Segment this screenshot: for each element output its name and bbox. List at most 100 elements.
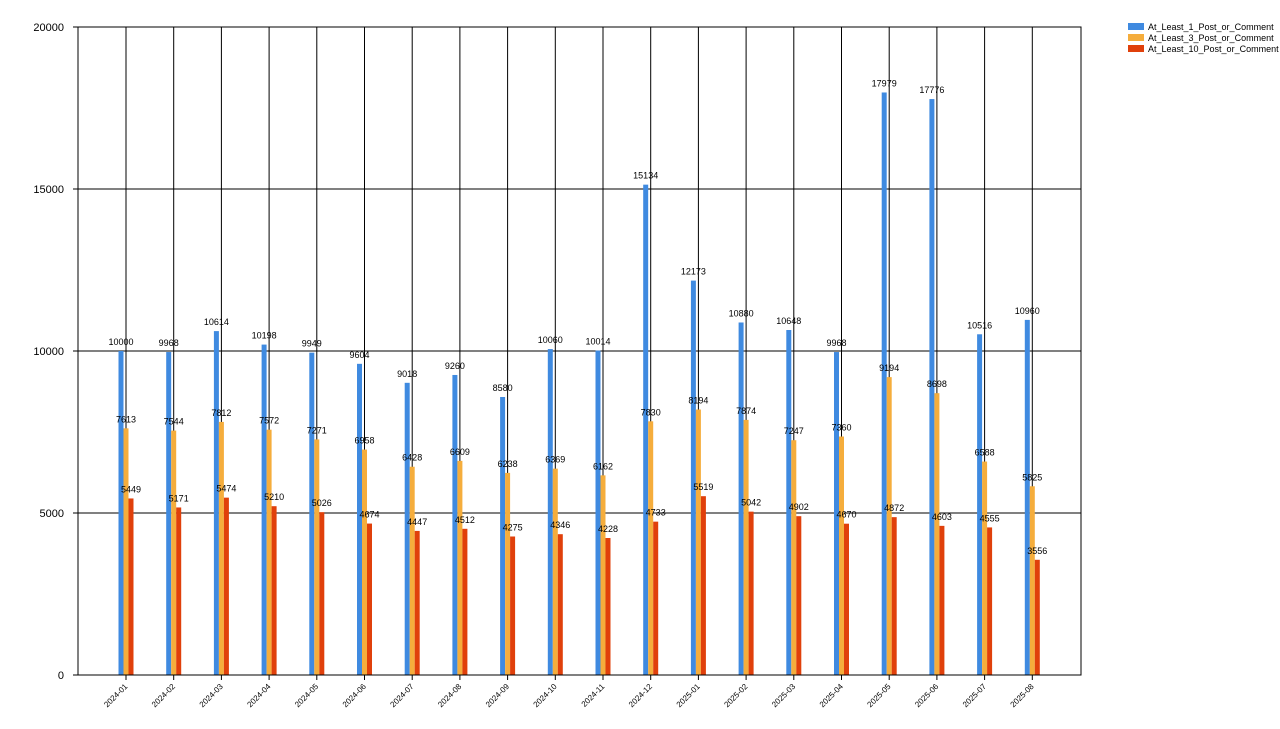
x-tick-label: 2025-06 — [913, 682, 941, 710]
x-tick-label: 2024-08 — [436, 682, 464, 710]
data-label: 17776 — [919, 85, 944, 95]
x-tick-label: 2025-05 — [865, 682, 893, 710]
data-label: 4674 — [359, 510, 379, 520]
bar-0-11 — [643, 184, 649, 676]
legend-label: At_Least_3_Post_or_Comment — [1148, 33, 1274, 43]
data-label: 7874 — [736, 406, 756, 416]
bar-0-8 — [500, 397, 506, 675]
data-label: 6369 — [545, 455, 565, 465]
x-tick-label: 2024-10 — [532, 682, 560, 710]
x-tick-label: 2025-04 — [818, 682, 846, 710]
bar-1-4 — [314, 439, 320, 675]
x-tick-label: 2025-08 — [1009, 682, 1037, 710]
bar-2-19 — [1034, 559, 1040, 675]
data-label: 4555 — [980, 513, 1000, 523]
bar-0-10 — [595, 350, 601, 675]
data-label: 4733 — [646, 508, 666, 518]
data-label: 10060 — [538, 335, 563, 345]
data-label: 7360 — [831, 423, 851, 433]
x-tick-label: 2024-07 — [388, 682, 416, 710]
data-label: 4228 — [598, 524, 618, 534]
bar-1-15 — [839, 436, 844, 675]
bar-0-16 — [881, 92, 887, 675]
bar-1-1 — [171, 430, 177, 675]
bar-2-6 — [414, 530, 420, 675]
bar-1-11 — [648, 421, 654, 675]
data-labels: 10000 9968 10614 10198 9949 9604 9018 9260 8580 1… — [108, 78, 1047, 555]
x-tick-label: 2024-12 — [627, 682, 655, 710]
data-label: 10648 — [776, 316, 801, 326]
bar-1-0 — [123, 428, 129, 675]
data-label: 4447 — [407, 517, 427, 527]
bar-1-18 — [982, 461, 988, 675]
bar-1-13 — [743, 419, 749, 675]
x-tick-label: 2025-01 — [675, 682, 703, 710]
legend-swatch — [1128, 23, 1144, 30]
x-tick-label: 2024-03 — [198, 682, 226, 710]
bar-1-8 — [505, 472, 511, 675]
legend: At_Least_1_Post_or_CommentAt_Least_3_Pos… — [1128, 22, 1279, 54]
data-label: 3556 — [1027, 546, 1047, 556]
bar-1-19 — [1029, 486, 1035, 675]
data-label: 9968 — [159, 338, 179, 348]
y-tick-label: 5000 — [40, 508, 64, 520]
data-label: 10516 — [967, 320, 992, 330]
data-label: 4670 — [836, 510, 856, 520]
bar-1-7 — [457, 460, 463, 675]
data-label: 9968 — [826, 338, 846, 348]
data-label: 7830 — [641, 407, 661, 417]
bar-2-12 — [700, 496, 706, 675]
data-label: 4346 — [550, 520, 570, 530]
data-label: 5171 — [169, 493, 189, 503]
data-label: 5042 — [741, 498, 761, 508]
data-label: 6609 — [450, 447, 470, 457]
bar-2-7 — [462, 528, 468, 675]
x-tick-label: 2024-06 — [341, 682, 369, 710]
bar-0-15 — [834, 352, 839, 675]
bar-0-12 — [690, 280, 696, 675]
x-tick-label: 2024-05 — [293, 682, 321, 710]
bar-2-13 — [748, 511, 754, 675]
data-label: 5026 — [312, 498, 332, 508]
x-tick-label: 2025-02 — [722, 682, 750, 710]
bar-1-17 — [934, 393, 940, 675]
data-label: 9260 — [445, 361, 465, 371]
y-tick-label: 10000 — [33, 346, 64, 358]
data-label: 8194 — [688, 396, 708, 406]
bar-0-17 — [929, 99, 935, 675]
bars — [118, 92, 1040, 676]
data-label: 5449 — [121, 484, 141, 494]
bar-0-13 — [738, 322, 744, 675]
data-label: 6162 — [593, 461, 613, 471]
bar-1-10 — [600, 475, 606, 675]
bar-1-2 — [218, 421, 224, 675]
data-label: 7247 — [784, 426, 804, 436]
bar-0-9 — [547, 349, 553, 675]
data-label: 6588 — [975, 448, 995, 458]
bar-2-1 — [176, 507, 182, 675]
bar-0-14 — [786, 330, 792, 675]
data-label: 6958 — [354, 436, 374, 446]
y-tick-label: 20000 — [33, 22, 64, 34]
bar-0-18 — [977, 334, 983, 675]
bar-0-1 — [166, 352, 172, 675]
data-label: 17979 — [872, 78, 897, 88]
y-tick-label: 15000 — [33, 184, 64, 196]
data-label: 10000 — [108, 337, 133, 347]
bar-1-12 — [695, 409, 701, 675]
bar-0-6 — [404, 382, 410, 675]
data-label: 10198 — [252, 331, 277, 341]
data-label: 7613 — [116, 414, 136, 424]
legend-label: At_Least_1_Post_or_Comment — [1148, 22, 1274, 32]
x-tick-label: 2024-01 — [102, 682, 130, 710]
bar-2-4 — [319, 512, 325, 675]
data-label: 9949 — [302, 339, 322, 349]
y-tick-label: 0 — [58, 670, 64, 682]
data-label: 10014 — [585, 337, 610, 347]
plot-frame — [77, 26, 1082, 676]
x-tick-label: 2024-04 — [245, 682, 273, 710]
data-label: 10960 — [1015, 306, 1040, 316]
bar-2-14 — [796, 516, 802, 675]
bar-1-14 — [791, 440, 797, 675]
x-tick-label: 2025-03 — [770, 682, 798, 710]
